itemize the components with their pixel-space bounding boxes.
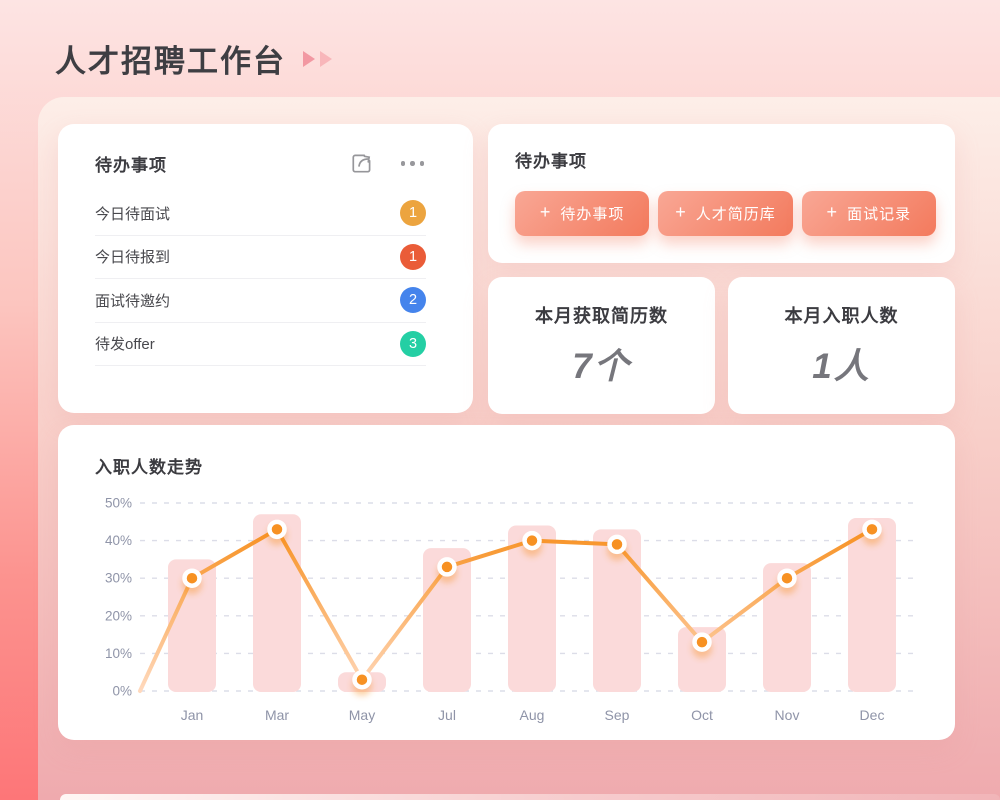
svg-text:30%: 30% [105, 571, 132, 586]
svg-text:Sep: Sep [605, 707, 630, 723]
trend-chart: 0% 10% 20% 30% 40% 50% Jan Mar May Jul Aug Sep Oct N… [105, 496, 914, 723]
plus-icon: + [675, 202, 687, 222]
quick-actions-card: 待办事项 + 待办事项 + 人才简历库 + 面试记录 [488, 124, 955, 263]
count-badge: 1 [400, 243, 426, 270]
stat-value: 7个 [572, 347, 631, 386]
quick-actions-title: 待办事项 [515, 152, 587, 171]
svg-text:Nov: Nov [775, 707, 800, 723]
todo-row-interview-today[interactable]: 今日待面试 1 [95, 192, 426, 236]
add-interview-record-button[interactable]: + 面试记录 [801, 191, 936, 236]
todo-row-label: 今日待报到 [95, 249, 171, 267]
plus-icon: + [539, 202, 552, 222]
todo-row-label: 面试待邀约 [95, 292, 171, 310]
share-icon[interactable] [346, 148, 377, 179]
todo-card: 待办事项 今日待面试 1 今日待报到 [58, 124, 473, 413]
add-interview-record-button-label: 面试记录 [847, 206, 912, 223]
todo-card-header: 待办事项 [95, 148, 426, 179]
chart-title: 入职人数走势 [95, 458, 203, 477]
page-title: 人才招聘工作台 [55, 36, 333, 81]
stat-label: 本月入职人数 [784, 306, 899, 326]
todo-row-invite-pending[interactable]: 面试待邀约 2 [95, 279, 426, 323]
svg-text:20%: 20% [105, 608, 132, 623]
plus-icon: + [826, 202, 839, 222]
todo-row-offer-pending[interactable]: 待发offer 3 [95, 323, 426, 366]
todo-row-label: 待发offer [95, 336, 155, 354]
count-badge: 1 [400, 200, 426, 227]
svg-text:Dec: Dec [860, 707, 885, 723]
add-resume-library-button-label: 人才简历库 [695, 206, 776, 223]
todo-row-label: 今日待面试 [95, 205, 171, 223]
page-title-text: 人才招聘工作台 [55, 44, 286, 79]
double-play-icon [302, 50, 333, 68]
add-resume-library-button[interactable]: + 人才简历库 [658, 191, 793, 236]
stat-value: 1人 [812, 347, 871, 386]
svg-text:Mar: Mar [265, 707, 289, 723]
stat-card-hires: 本月入职人数 1人 [728, 277, 955, 414]
stat-label: 本月获取简历数 [535, 306, 668, 326]
svg-text:Jan: Jan [181, 707, 204, 723]
svg-text:Oct: Oct [691, 707, 713, 723]
count-badge: 3 [400, 330, 426, 357]
svg-text:May: May [349, 707, 375, 723]
svg-text:Jul: Jul [438, 707, 456, 723]
svg-text:10%: 10% [105, 646, 132, 661]
todo-list: 今日待面试 1 今日待报到 1 面试待邀约 2 待发offer 3 [95, 192, 426, 366]
todo-card-title: 待办事项 [95, 156, 167, 175]
bottom-sheet-edge [60, 794, 1000, 800]
svg-text:50%: 50% [105, 496, 132, 511]
count-badge: 2 [400, 287, 426, 314]
more-icon[interactable] [399, 159, 427, 168]
svg-text:Aug: Aug [520, 707, 545, 723]
add-todo-button[interactable]: + 待办事项 [515, 191, 650, 236]
trend-chart-card: 入职人数走势 0% 10% 20% 30% 40% 50% Jan Mar May Jul Aug… [58, 425, 955, 740]
stat-card-resumes: 本月获取简历数 7个 [488, 277, 715, 414]
add-todo-button-label: 待办事项 [560, 206, 625, 223]
svg-text:0%: 0% [112, 684, 132, 699]
svg-text:40%: 40% [105, 533, 132, 548]
todo-row-checkin-today[interactable]: 今日待报到 1 [95, 236, 426, 279]
